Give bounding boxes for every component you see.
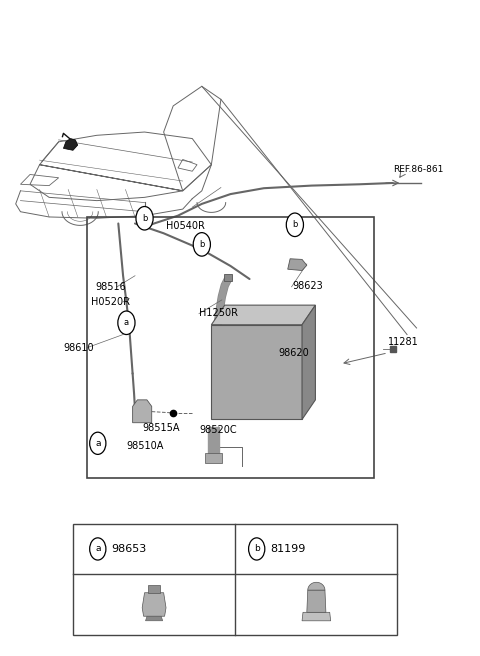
Text: b: b [199,240,204,249]
Text: 98520C: 98520C [199,425,237,435]
Text: 98610: 98610 [63,342,94,352]
Text: a: a [124,318,129,327]
Text: 98623: 98623 [292,281,323,291]
Circle shape [249,538,265,560]
Text: 11281: 11281 [388,337,419,348]
Polygon shape [145,616,163,621]
Text: 81199: 81199 [270,544,305,554]
Polygon shape [307,590,326,612]
Text: a: a [95,544,100,554]
Polygon shape [211,305,315,325]
Bar [87,217,373,478]
Text: 98516: 98516 [96,282,126,292]
Text: b: b [254,544,260,554]
Polygon shape [288,258,307,270]
Circle shape [136,207,153,230]
Polygon shape [224,274,232,281]
Polygon shape [148,585,160,593]
Polygon shape [142,593,166,616]
Text: REF.86-861: REF.86-861 [393,165,443,174]
Polygon shape [302,305,315,419]
Circle shape [90,538,106,560]
Circle shape [286,213,303,237]
Text: 98515A: 98515A [142,423,180,433]
Text: b: b [292,220,298,230]
Text: H0540R: H0540R [166,221,205,231]
Text: H0520R: H0520R [91,297,130,307]
Polygon shape [302,612,331,621]
Polygon shape [132,400,152,422]
Polygon shape [211,325,302,419]
Bar [73,524,397,635]
Text: 98653: 98653 [111,544,146,554]
Text: 98620: 98620 [278,348,309,358]
Text: a: a [95,439,100,448]
Text: 98510A: 98510A [126,441,164,451]
Circle shape [90,432,106,455]
Polygon shape [308,583,325,590]
Text: b: b [142,214,147,223]
Circle shape [118,311,135,335]
Text: H1250R: H1250R [199,308,239,318]
Polygon shape [63,138,78,150]
Circle shape [193,233,210,256]
Polygon shape [208,427,219,453]
Polygon shape [205,453,222,463]
